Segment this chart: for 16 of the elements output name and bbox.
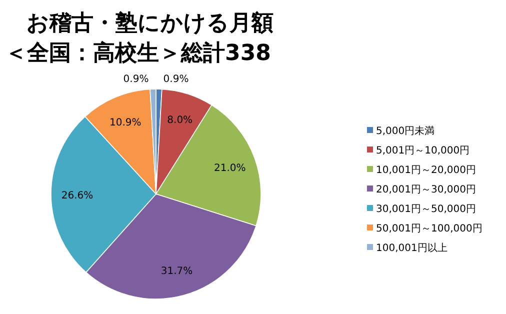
data-label: 26.6% [61, 190, 94, 202]
data-label: 31.7% [160, 266, 193, 277]
legend-label: 20,001円～30,000円 [376, 184, 476, 196]
chart-title: お稽古・塾にかける月額 [26, 10, 274, 36]
data-label: 10.9% [110, 117, 142, 128]
legend-label: 10,001円～20,000円 [376, 165, 476, 176]
chart-subtitle: ＜全国：高校生＞総計338 [5, 40, 271, 66]
data-label: 8.0% [167, 114, 193, 126]
data-label: 21.0% [214, 162, 246, 174]
data-label: 0.9% [123, 74, 149, 85]
legend-label: 30,001円～50,000円 [376, 204, 476, 215]
legend-label: 5,001円～10,000円 [376, 146, 470, 156]
legend-label: 5,000円未満 [376, 125, 435, 137]
legend-label: 50,001円～100,000円 [376, 224, 482, 234]
legend-label: 100,001円以上 [376, 242, 448, 254]
data-label: 0.9% [163, 74, 189, 85]
